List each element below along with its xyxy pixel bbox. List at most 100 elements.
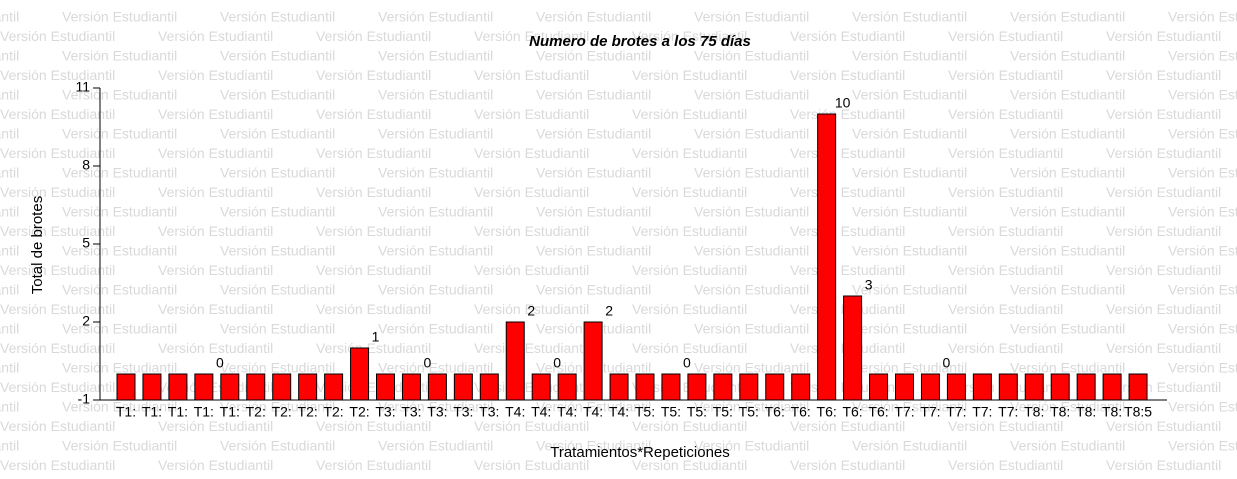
value-label: 10 bbox=[835, 95, 851, 111]
watermark: Versión Estudiantil bbox=[852, 48, 967, 64]
bar bbox=[661, 373, 681, 401]
x-tick-label: T1: bbox=[142, 404, 162, 420]
watermark: Versión Estudiantil bbox=[1168, 360, 1237, 376]
x-tick-label: T4: bbox=[583, 404, 603, 420]
x-tick-label: T5: bbox=[713, 404, 733, 420]
watermark: Versión Estudiantil bbox=[1010, 204, 1125, 220]
x-tick-label: T2: bbox=[298, 404, 318, 420]
y-tick-label: 2 bbox=[82, 313, 90, 329]
watermark: Versión Estudiantil bbox=[62, 9, 177, 25]
watermark: Versión Estudiantil bbox=[948, 262, 1063, 278]
watermark: Versión Estudiantil bbox=[632, 145, 747, 161]
bar bbox=[635, 373, 655, 401]
watermark: Versión Estudiantil bbox=[948, 67, 1063, 83]
watermark: Versión Estudiantil bbox=[948, 145, 1063, 161]
watermark: Versión Estudiantil bbox=[378, 48, 493, 64]
watermark: Versión Estudiantil bbox=[158, 301, 273, 317]
watermark: Versión Estudiantil bbox=[0, 340, 115, 356]
watermark: Versión Estudiantil bbox=[1168, 9, 1237, 25]
watermark: Versión Estudiantil bbox=[474, 145, 589, 161]
value-label: 2 bbox=[527, 303, 535, 319]
watermark: Versión Estudiantil bbox=[158, 457, 273, 473]
watermark: Versión Estudiantil bbox=[158, 106, 273, 122]
x-tick-label: T8:5 bbox=[1124, 404, 1152, 420]
x-tick-label: T6: bbox=[868, 404, 888, 420]
watermark: Versión Estudiantil bbox=[474, 418, 589, 434]
watermark: Versión Estudiantil bbox=[536, 477, 651, 479]
watermark: Versión Estudiantil bbox=[474, 28, 589, 44]
watermark: Versión Estudiantil bbox=[694, 87, 809, 103]
watermark: Versión Estudiantil bbox=[790, 184, 905, 200]
watermark: Versión Estudiantil bbox=[378, 360, 493, 376]
x-tick-label: T2: bbox=[349, 404, 369, 420]
watermark: Versión Estudiantil bbox=[220, 48, 335, 64]
watermark: Versión Estudiantil bbox=[0, 477, 19, 479]
watermark: Versión Estudiantil bbox=[0, 87, 19, 103]
watermark: Versión Estudiantil bbox=[852, 126, 967, 142]
chart-title: Numero de brotes a los 75 días bbox=[529, 33, 751, 50]
watermark: Versión Estudiantil bbox=[316, 145, 431, 161]
watermark: Versión Estudiantil bbox=[852, 282, 967, 298]
bar bbox=[479, 373, 499, 401]
watermark: Versión Estudiantil bbox=[1168, 438, 1237, 454]
x-tick-label: T4: bbox=[505, 404, 525, 420]
x-tick-label: T1: bbox=[168, 404, 188, 420]
x-tick-label: T7: bbox=[920, 404, 940, 420]
y-tick-label: 5 bbox=[82, 235, 90, 251]
watermark: Versión Estudiantil bbox=[852, 399, 967, 415]
x-tick-label: T3: bbox=[427, 404, 447, 420]
watermark: Versión Estudiantil bbox=[1106, 457, 1221, 473]
watermark: Versión Estudiantil bbox=[632, 340, 747, 356]
watermark: Versión Estudiantil bbox=[316, 28, 431, 44]
watermark: Versión Estudiantil bbox=[220, 321, 335, 337]
watermark: Versión Estudiantil bbox=[632, 67, 747, 83]
watermark: Versión Estudiantil bbox=[0, 9, 19, 25]
watermark: Versión Estudiantil bbox=[378, 126, 493, 142]
x-tick-label: T5: bbox=[635, 404, 655, 420]
bar bbox=[895, 373, 914, 401]
watermark: Versión Estudiantil bbox=[474, 223, 589, 239]
watermark: Versión Estudiantil bbox=[0, 28, 115, 44]
watermark: Versión Estudiantil bbox=[790, 262, 905, 278]
watermark: Versión Estudiantil bbox=[474, 457, 589, 473]
watermark: Versión Estudiantil bbox=[536, 87, 651, 103]
watermark: Versión Estudiantil bbox=[1106, 28, 1221, 44]
watermark: Versión Estudiantil bbox=[694, 243, 809, 259]
bar bbox=[272, 373, 292, 401]
watermark: Versión Estudiantil bbox=[852, 477, 967, 479]
watermark: Versión Estudiantil bbox=[378, 165, 493, 181]
watermark: Versión Estudiantil bbox=[316, 184, 431, 200]
watermark: Versión Estudiantil bbox=[158, 145, 273, 161]
x-tick-label: T6: bbox=[765, 404, 785, 420]
watermark: Versión Estudiantil bbox=[0, 145, 115, 161]
watermark: Versión Estudiantil bbox=[694, 9, 809, 25]
watermark: Versión Estudiantil bbox=[0, 360, 19, 376]
x-axis-label: Tratamientos*Repeticiones bbox=[550, 444, 730, 461]
x-tick-label: T4: bbox=[557, 404, 577, 420]
x-tick-label: T8: bbox=[1050, 404, 1070, 420]
watermark: Versión Estudiantil bbox=[0, 126, 19, 142]
watermark: Versión Estudiantil bbox=[0, 457, 115, 473]
watermark: Versión Estudiantil bbox=[62, 477, 177, 479]
value-label: 0 bbox=[553, 355, 561, 371]
watermark: Versión Estudiantil bbox=[220, 126, 335, 142]
bar bbox=[713, 373, 733, 401]
bar bbox=[1050, 373, 1070, 401]
watermark: Versión Estudiantil bbox=[1106, 145, 1221, 161]
x-tick-label: T7: bbox=[894, 404, 914, 420]
y-tick-label: 11 bbox=[75, 79, 90, 95]
watermark: Versión Estudiantil bbox=[316, 457, 431, 473]
x-tick-label: T5: bbox=[739, 404, 759, 420]
bar bbox=[998, 373, 1018, 401]
bar bbox=[376, 373, 395, 401]
watermark: Versión Estudiantil bbox=[632, 262, 747, 278]
watermark: Versión Estudiantil bbox=[1168, 399, 1237, 415]
watermark: Versión Estudiantil bbox=[474, 262, 589, 278]
watermark: Versión Estudiantil bbox=[378, 9, 493, 25]
watermark: Versión Estudiantil bbox=[694, 321, 809, 337]
watermark: Versión Estudiantil bbox=[632, 106, 747, 122]
watermark: Versión Estudiantil bbox=[220, 9, 335, 25]
watermark: Versión Estudiantil bbox=[536, 438, 651, 454]
watermark: Versión Estudiantil bbox=[1010, 126, 1125, 142]
watermark: Versión Estudiantil bbox=[0, 282, 19, 298]
